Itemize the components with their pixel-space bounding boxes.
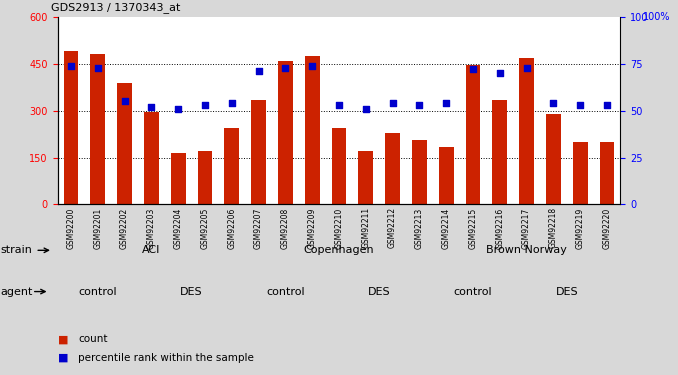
Text: DES: DES xyxy=(555,286,578,297)
Point xyxy=(548,100,559,106)
Bar xyxy=(466,65,480,204)
Y-axis label: 100%: 100% xyxy=(643,12,671,22)
Text: ■: ■ xyxy=(58,334,68,344)
Text: GSM92216: GSM92216 xyxy=(496,207,504,249)
Text: GSM92220: GSM92220 xyxy=(603,207,612,249)
Text: DES: DES xyxy=(368,286,391,297)
Point xyxy=(199,102,210,108)
Point xyxy=(521,64,532,70)
Text: Copenhagen: Copenhagen xyxy=(304,245,374,255)
Text: GSM92209: GSM92209 xyxy=(308,207,317,249)
Point xyxy=(334,102,344,108)
Point xyxy=(146,104,157,110)
Bar xyxy=(492,100,507,204)
Text: ACI: ACI xyxy=(142,245,161,255)
Point xyxy=(414,102,425,108)
Text: GSM92218: GSM92218 xyxy=(549,207,558,249)
Text: GSM92214: GSM92214 xyxy=(441,207,451,249)
Point xyxy=(253,68,264,74)
Text: GDS2913 / 1370343_at: GDS2913 / 1370343_at xyxy=(51,2,180,13)
Bar xyxy=(278,61,293,204)
Point xyxy=(468,66,479,72)
Point xyxy=(306,63,317,69)
Bar xyxy=(573,142,588,204)
Text: GSM92206: GSM92206 xyxy=(227,207,237,249)
Text: GSM92210: GSM92210 xyxy=(334,207,344,249)
Text: Brown Norway: Brown Norway xyxy=(486,245,567,255)
Bar xyxy=(144,112,159,204)
Bar xyxy=(519,57,534,204)
Bar xyxy=(439,147,454,204)
Point xyxy=(119,98,130,104)
Text: GSM92205: GSM92205 xyxy=(201,207,210,249)
Point xyxy=(494,70,505,76)
Point xyxy=(92,64,103,70)
Text: count: count xyxy=(78,334,108,344)
Bar xyxy=(224,128,239,204)
Point xyxy=(361,106,372,112)
Text: strain: strain xyxy=(1,245,33,255)
Text: GSM92208: GSM92208 xyxy=(281,207,290,249)
Point xyxy=(441,100,452,106)
Point xyxy=(387,100,398,106)
Text: GSM92207: GSM92207 xyxy=(254,207,263,249)
Text: GSM92219: GSM92219 xyxy=(576,207,584,249)
Text: GSM92202: GSM92202 xyxy=(120,207,129,249)
Point xyxy=(575,102,586,108)
Bar xyxy=(412,140,426,204)
Text: percentile rank within the sample: percentile rank within the sample xyxy=(78,353,254,363)
Bar xyxy=(117,82,132,204)
Bar xyxy=(385,132,400,204)
Text: GSM92212: GSM92212 xyxy=(388,207,397,249)
Text: DES: DES xyxy=(180,286,203,297)
Bar xyxy=(171,153,186,204)
Text: GSM92200: GSM92200 xyxy=(66,207,75,249)
Text: GSM92213: GSM92213 xyxy=(415,207,424,249)
Text: GSM92215: GSM92215 xyxy=(468,207,477,249)
Bar xyxy=(546,114,561,204)
Text: control: control xyxy=(454,286,492,297)
Text: GSM92204: GSM92204 xyxy=(174,207,182,249)
Bar xyxy=(359,151,373,204)
Point xyxy=(66,63,77,69)
Point xyxy=(280,64,291,70)
Bar xyxy=(198,151,212,204)
Bar xyxy=(252,100,266,204)
Text: GSM92203: GSM92203 xyxy=(147,207,156,249)
Bar xyxy=(64,51,79,204)
Text: GSM92201: GSM92201 xyxy=(94,207,102,249)
Point xyxy=(173,106,184,112)
Bar xyxy=(90,54,105,204)
Text: control: control xyxy=(79,286,117,297)
Text: GSM92211: GSM92211 xyxy=(361,207,370,249)
Text: ■: ■ xyxy=(58,353,68,363)
Bar xyxy=(305,56,319,204)
Point xyxy=(226,100,237,106)
Text: control: control xyxy=(266,286,304,297)
Bar xyxy=(332,128,346,204)
Text: GSM92217: GSM92217 xyxy=(522,207,531,249)
Bar xyxy=(599,142,614,204)
Point xyxy=(601,102,612,108)
Text: agent: agent xyxy=(1,286,33,297)
